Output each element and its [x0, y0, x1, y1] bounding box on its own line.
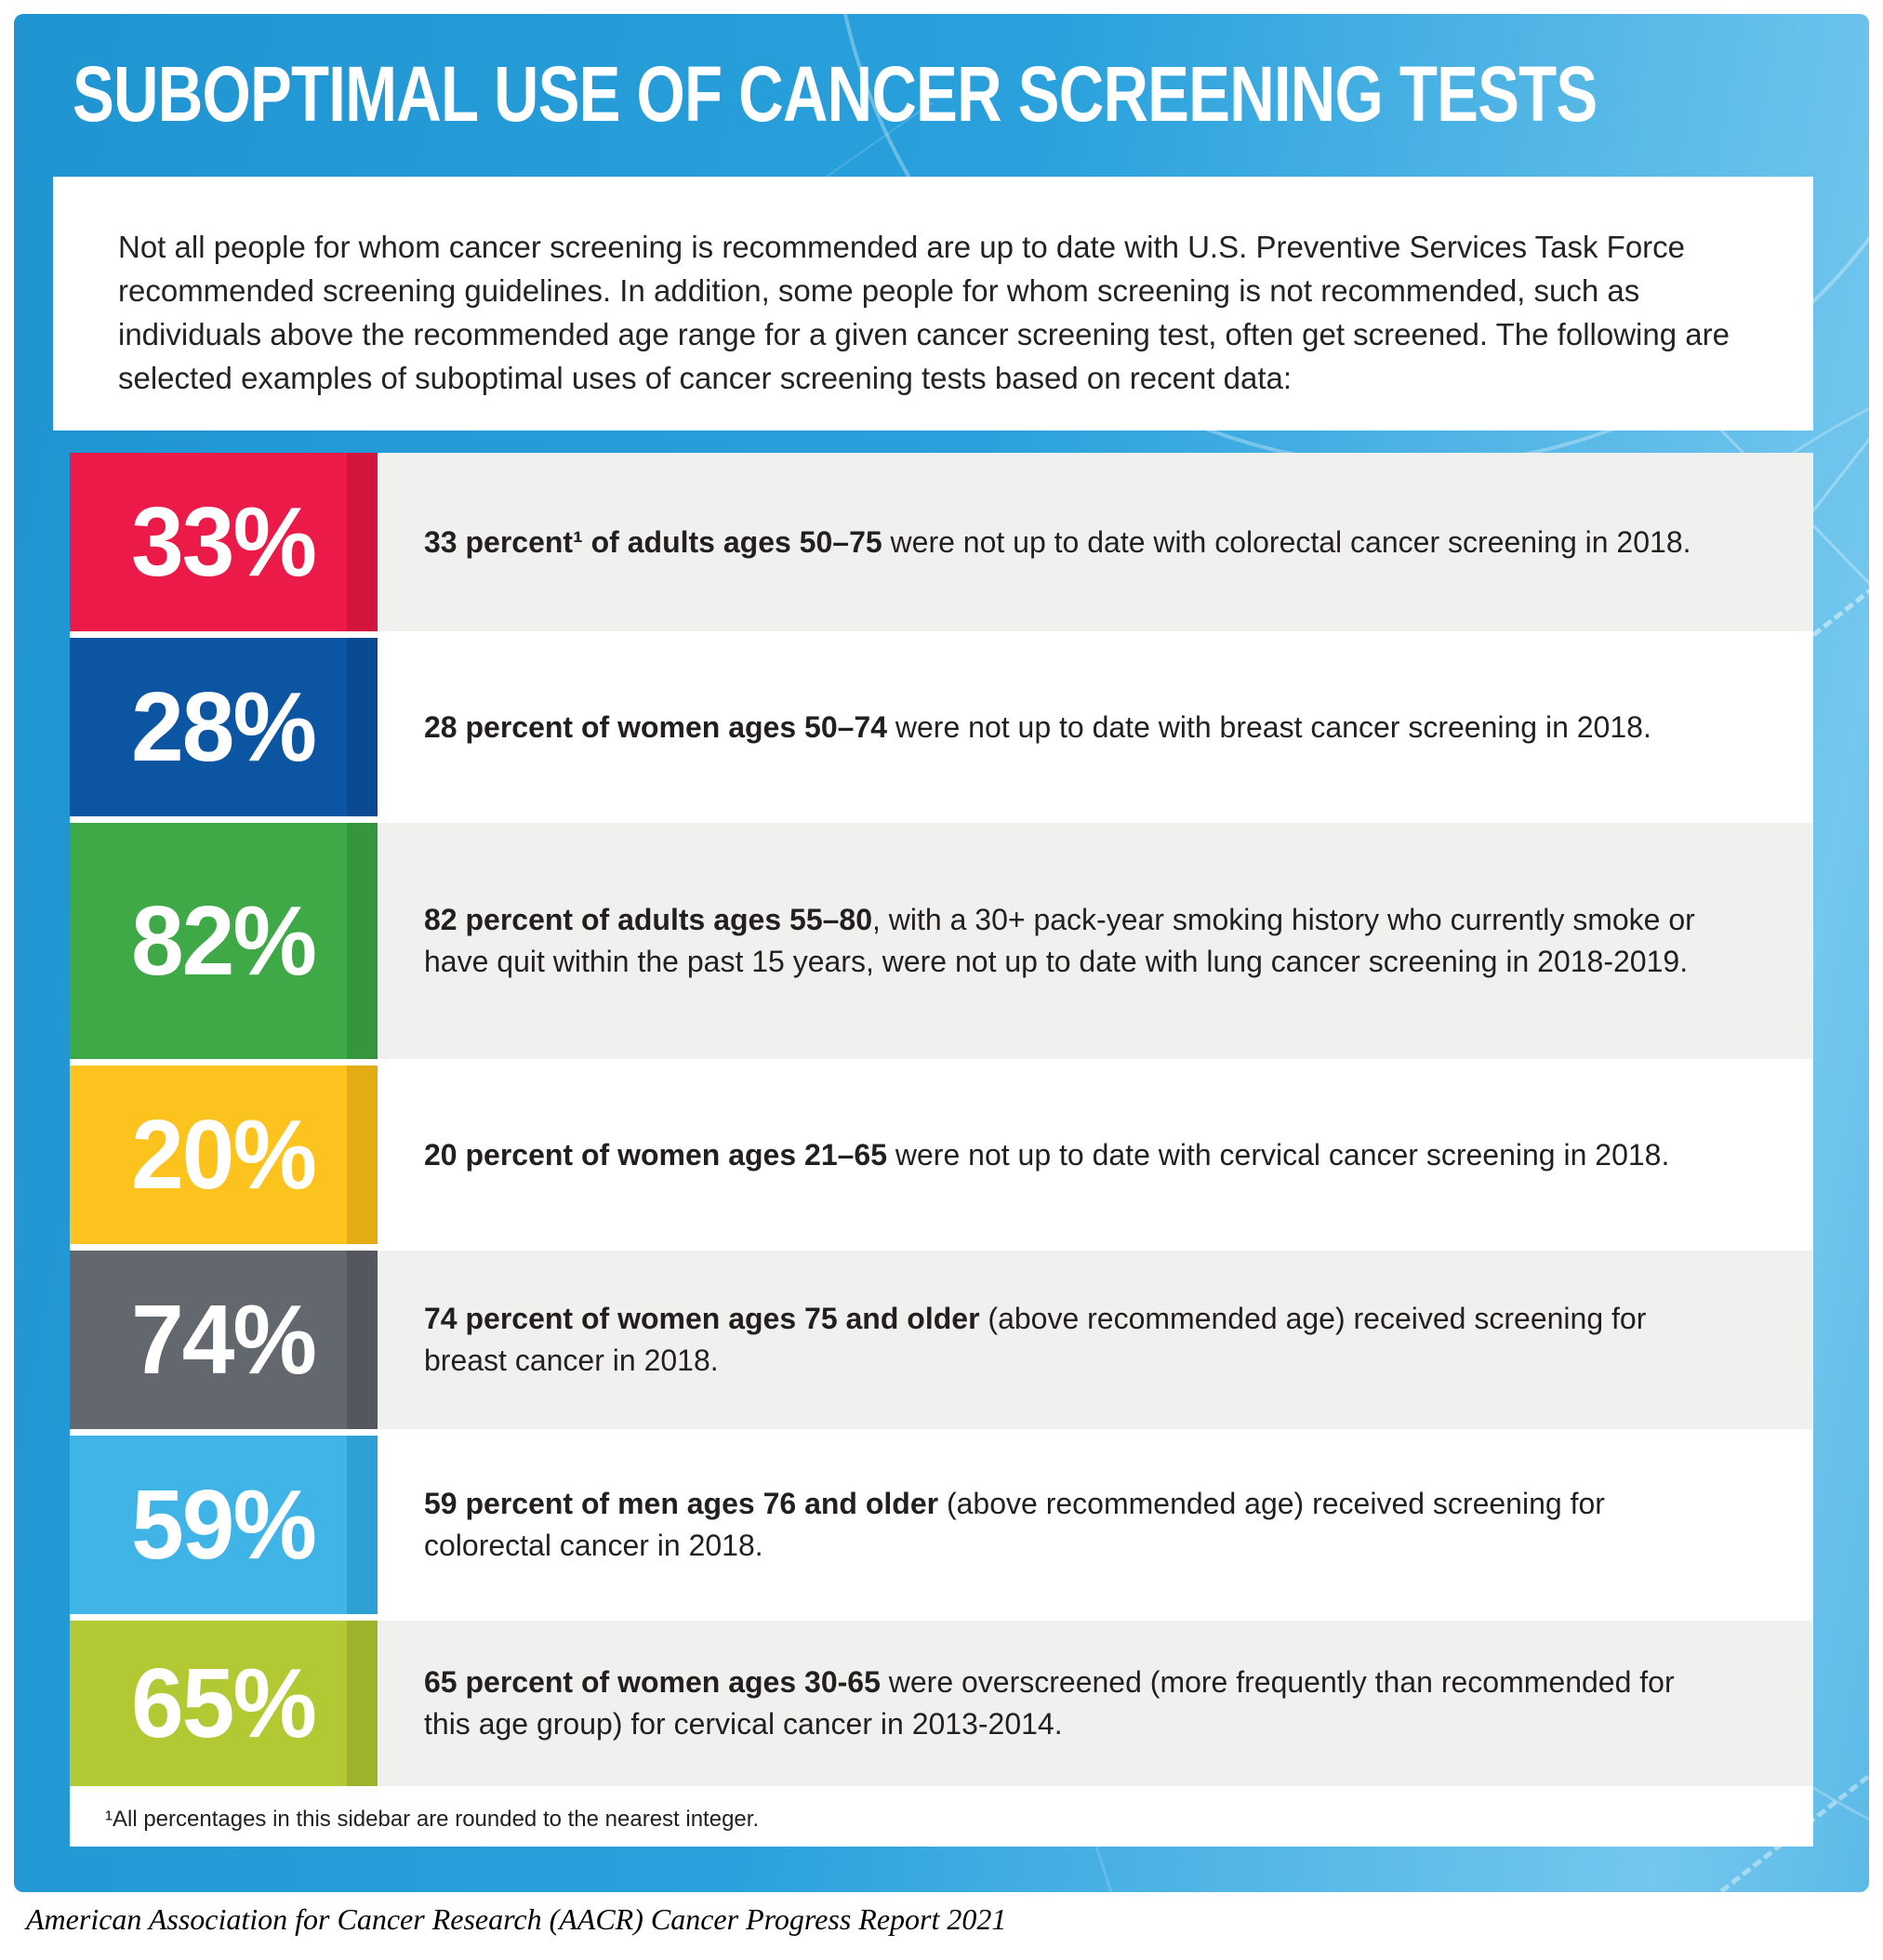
footnote-bar: ¹All percentages in this sidebar are rou…: [70, 1793, 1813, 1847]
stat-description-rest: were overscreened (more frequently than …: [424, 1665, 1675, 1741]
stat-percent-value: 74%: [131, 1285, 318, 1395]
stat-description-bold: 65 percent of women ages 30-65: [424, 1665, 881, 1699]
stat-description-bold: 33 percent¹ of adults ages 50–75: [424, 524, 882, 559]
stat-percent-block: 33%: [70, 453, 378, 631]
stat-block-shade-edge: [347, 1436, 378, 1614]
stat-description: 33 percent¹ of adults ages 50–75 were no…: [379, 453, 1813, 631]
stat-description: 82 percent of adults ages 55–80, with a …: [379, 823, 1813, 1059]
intro-text: Not all people for whom cancer screening…: [118, 230, 1730, 395]
stat-description-rest: (above recommended age) received screeni…: [424, 1487, 1605, 1562]
stat-description-bold: 74 percent of women ages 75 and older: [424, 1302, 980, 1335]
stat-description-bold: 20 percent of women ages 21–65: [424, 1137, 887, 1172]
stat-description-rest: were not up to date with cervical cancer…: [887, 1137, 1670, 1172]
stat-description-bold: 28 percent of women ages 50–74: [424, 709, 887, 744]
stat-description: 20 percent of women ages 21–65 were not …: [379, 1066, 1813, 1244]
sidebar-card: SUBOPTIMAL USE OF CANCER SCREENING TESTS…: [14, 14, 1869, 1892]
stat-percent-block: 59%: [70, 1436, 378, 1614]
stat-block-shade-edge: [347, 1066, 378, 1244]
stat-percent-value: 59%: [131, 1470, 318, 1580]
stat-block-shade-edge: [347, 638, 378, 816]
stat-block-shade-edge: [347, 453, 378, 631]
stat-percent-block: 28%: [70, 638, 378, 816]
stat-rows: 33% 33 percent¹ of adults ages 50–75 wer…: [70, 453, 1813, 1847]
footnote-text: ¹All percentages in this sidebar are rou…: [105, 1807, 760, 1832]
stat-description-rest: , with a 30+ pack-year smoking history w…: [424, 903, 1695, 978]
stat-percent-block: 82%: [70, 823, 378, 1059]
stat-row: 20% 20 percent of women ages 21–65 were …: [70, 1066, 1813, 1244]
stat-block-shade-edge: [347, 1621, 378, 1786]
stat-description-rest: were not up to date with colorectal canc…: [882, 524, 1691, 559]
stat-percent-value: 20%: [131, 1100, 318, 1210]
stat-row: 82% 82 percent of adults ages 55–80, wit…: [70, 823, 1813, 1059]
stat-row: 28% 28 percent of women ages 50–74 were …: [70, 638, 1813, 816]
stat-description: 65 percent of women ages 30-65 were over…: [379, 1621, 1813, 1786]
stat-description-bold: 82 percent of adults ages 55–80: [424, 903, 872, 936]
stat-description: 74 percent of women ages 75 and older (a…: [379, 1251, 1813, 1429]
stat-percent-value: 65%: [131, 1649, 318, 1758]
stat-row: 65% 65 percent of women ages 30-65 were …: [70, 1621, 1813, 1786]
stat-percent-block: 74%: [70, 1251, 378, 1429]
stat-row: 33% 33 percent¹ of adults ages 50–75 wer…: [70, 453, 1813, 631]
stat-description: 28 percent of women ages 50–74 were not …: [379, 638, 1813, 816]
page-title: SUBOPTIMAL USE OF CANCER SCREENING TESTS: [73, 50, 1598, 138]
stat-percent-value: 82%: [131, 886, 318, 996]
stat-row: 59% 59 percent of men ages 76 and older …: [70, 1436, 1813, 1614]
stat-block-shade-edge: [347, 823, 378, 1059]
stat-percent-value: 28%: [131, 672, 318, 782]
intro-box: Not all people for whom cancer screening…: [53, 177, 1813, 430]
stat-description-bold: 59 percent of men ages 76 and older: [424, 1487, 939, 1520]
stat-block-shade-edge: [347, 1251, 378, 1429]
stat-row: 74% 74 percent of women ages 75 and olde…: [70, 1251, 1813, 1429]
stat-percent-value: 33%: [131, 487, 318, 597]
citation-text: American Association for Cancer Research…: [26, 1902, 1007, 1936]
stat-description-rest: (above recommended age) received screeni…: [424, 1302, 1647, 1377]
stat-description-rest: were not up to date with breast cancer s…: [887, 709, 1651, 744]
stat-description: 59 percent of men ages 76 and older (abo…: [379, 1436, 1813, 1614]
stat-percent-block: 65%: [70, 1621, 378, 1786]
stat-percent-block: 20%: [70, 1066, 378, 1244]
